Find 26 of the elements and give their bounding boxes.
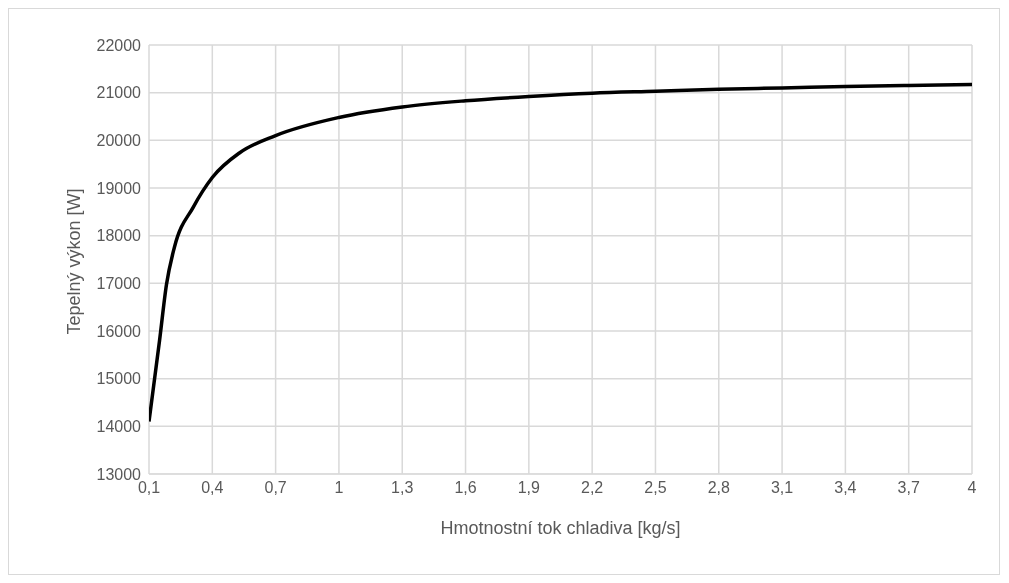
x-tick-label: 3,7 xyxy=(897,479,920,497)
x-tick-label: 0,1 xyxy=(137,479,161,497)
x-tick-label: 2,8 xyxy=(707,479,730,497)
y-tick-label: 18000 xyxy=(96,227,142,245)
y-tick-label: 22000 xyxy=(96,36,142,54)
x-axis-title: Hmotnostní tok chladiva [kg/s] xyxy=(440,518,681,538)
y-axis-title: Tepelný výkon [W] xyxy=(64,188,85,335)
y-tick-label: 20000 xyxy=(96,132,142,150)
y-tick-label: 17000 xyxy=(96,275,142,293)
x-tick-label: 0,7 xyxy=(264,479,287,497)
x-tick-label: 3,4 xyxy=(834,479,857,497)
x-tick-label: 1 xyxy=(334,479,344,497)
x-tick-label: 1,3 xyxy=(391,479,414,497)
x-tick-label: 4 xyxy=(967,479,977,497)
x-tick-label: 1,9 xyxy=(517,479,541,497)
y-tick-label: 21000 xyxy=(96,84,142,102)
x-tick-label: 3,1 xyxy=(770,479,794,497)
x-tick-label: 2,5 xyxy=(644,479,667,497)
x-tick-label: 2,2 xyxy=(581,479,604,497)
x-tick-label: 1,6 xyxy=(454,479,477,497)
y-tick-label: 14000 xyxy=(96,418,142,436)
line-series xyxy=(149,82,972,424)
y-tick-label: 15000 xyxy=(96,370,142,388)
x-tick-label: 0,4 xyxy=(201,479,224,497)
y-tick-label: 19000 xyxy=(96,179,142,197)
y-tick-label: 16000 xyxy=(96,322,142,340)
